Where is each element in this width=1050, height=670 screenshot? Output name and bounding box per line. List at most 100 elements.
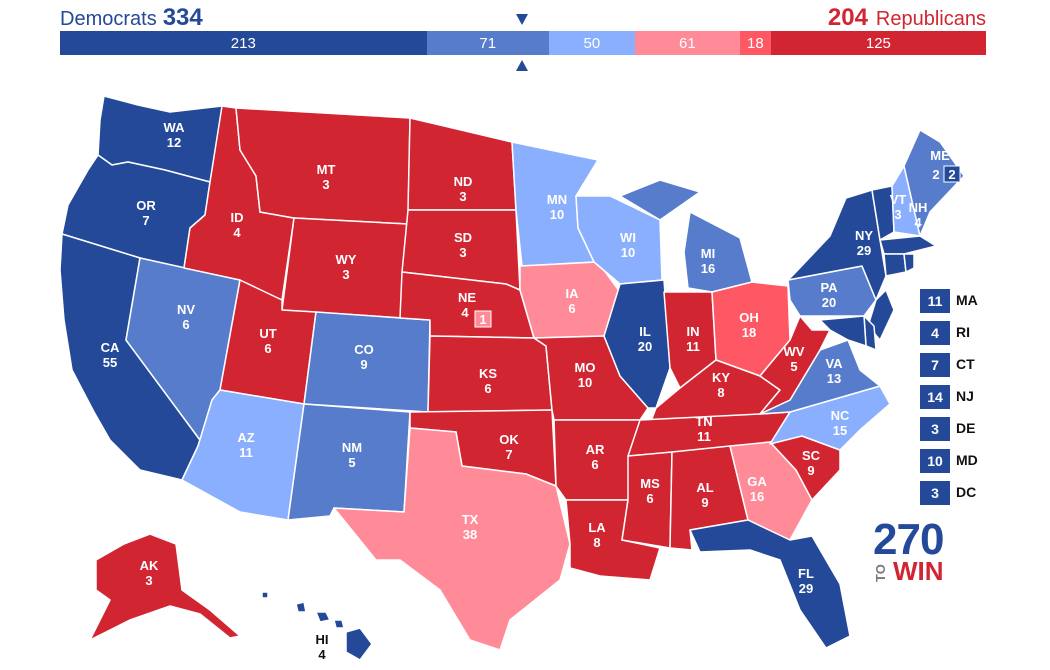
state-tx[interactable] — [333, 427, 571, 651]
state-ev-ks: 6 — [484, 381, 491, 396]
state-label-ky: KY — [712, 370, 730, 385]
state-label-vt: VT — [890, 192, 907, 207]
state-label-or: OR — [136, 198, 156, 213]
small-state-ev: 3 — [920, 481, 950, 505]
bar-segment-value: 50 — [583, 34, 601, 52]
state-label-ia: IA — [566, 286, 580, 301]
republicans-total: 204 Republicans — [828, 4, 986, 32]
state-ev-il: 20 — [638, 339, 652, 354]
state-hi[interactable] — [261, 591, 373, 661]
small-state-ev: 7 — [920, 353, 950, 377]
state-ev-az: 11 — [239, 445, 253, 460]
state-ev-va: 13 — [827, 371, 841, 386]
270-marker-top-icon — [516, 14, 528, 25]
small-state-abbr: NJ — [956, 388, 974, 404]
state-label-tn: TN — [695, 414, 712, 429]
state-label-id: ID — [231, 210, 244, 225]
state-label-ks: KS — [479, 366, 497, 381]
state-ri[interactable] — [903, 253, 915, 273]
state-ev-la: 8 — [593, 535, 600, 550]
state-ev-pa: 20 — [822, 295, 836, 310]
state-label-hi: HI — [316, 632, 329, 647]
bar-segment-value: 125 — [865, 34, 891, 52]
state-label-la: LA — [588, 520, 606, 535]
state-label-ny: NY — [855, 228, 873, 243]
state-ny[interactable] — [787, 189, 887, 301]
state-label-me: ME — [930, 148, 950, 163]
state-label-nc: NC — [831, 408, 850, 423]
state-ev-ca: 55 — [103, 355, 117, 370]
state-ev-ia: 6 — [568, 301, 575, 316]
small-state-ev: 3 — [920, 417, 950, 441]
state-ev-mt: 3 — [322, 177, 329, 192]
small-state-ct[interactable]: 7 CT — [920, 353, 1050, 377]
state-ev-ok: 7 — [505, 447, 512, 462]
me-district-box[interactable] — [943, 165, 961, 183]
state-ev-co: 9 — [360, 357, 367, 372]
state-ev-al: 9 — [701, 495, 708, 510]
small-state-abbr: DE — [956, 420, 976, 436]
state-label-mo: MO — [575, 360, 596, 375]
state-ev-mi: 16 — [701, 261, 715, 276]
state-ms[interactable] — [621, 451, 673, 549]
state-wv[interactable] — [759, 315, 831, 415]
small-state-ma[interactable]: 11 MA — [920, 289, 1050, 313]
state-md[interactable] — [819, 315, 867, 347]
bar-segment: 125 — [770, 31, 986, 55]
state-label-mt: MT — [317, 162, 336, 177]
state-ev-wy: 3 — [342, 267, 349, 282]
state-ev-id: 4 — [233, 225, 241, 240]
small-state-nj[interactable]: 14 NJ — [920, 385, 1050, 409]
state-ct[interactable] — [883, 253, 907, 277]
small-state-md[interactable]: 10 MD — [920, 449, 1050, 473]
small-state-ri[interactable]: 4 RI — [920, 321, 1050, 345]
state-ev-ms: 6 — [646, 491, 653, 506]
state-label-oh: OH — [739, 310, 759, 325]
bar-segment: 50 — [548, 31, 635, 55]
state-label-ut: UT — [259, 326, 276, 341]
state-label-nd: ND — [454, 174, 473, 189]
bar-segment-value: 71 — [479, 34, 497, 52]
logo-win: WIN — [893, 556, 944, 586]
ne-district-value: 1 — [479, 312, 486, 327]
small-state-abbr: DC — [956, 484, 977, 500]
bar-segment: 71 — [426, 31, 549, 55]
state-ev-or: 7 — [142, 213, 149, 228]
state-ev-oh: 18 — [742, 325, 756, 340]
state-ev-nm: 5 — [348, 455, 355, 470]
state-label-nv: NV — [177, 302, 195, 317]
democrats-ev-count: 334 — [162, 4, 203, 31]
state-label-ne: NE — [458, 290, 476, 305]
state-ev-tn: 11 — [697, 429, 711, 444]
state-ak[interactable] — [89, 533, 241, 641]
270-marker-bottom-icon — [516, 60, 528, 71]
state-ev-wa: 12 — [167, 135, 181, 150]
state-label-pa: PA — [820, 280, 838, 295]
small-state-dc[interactable]: 3 DC — [920, 481, 1050, 505]
bar-segment: 213 — [60, 31, 427, 55]
small-state-ev: 14 — [920, 385, 950, 409]
state-label-wv: WV — [784, 344, 805, 359]
state-label-sd: SD — [454, 230, 472, 245]
state-label-mi: MI — [701, 246, 715, 261]
state-fl[interactable] — [689, 519, 851, 649]
democrats-total: Democrats 334 — [60, 4, 203, 32]
small-state-ev: 10 — [920, 449, 950, 473]
state-label-az: AZ — [237, 430, 254, 445]
ne-district-box[interactable] — [474, 310, 492, 328]
bar-segment-value: 18 — [746, 34, 764, 52]
state-ev-nv: 6 — [182, 317, 189, 332]
bar-segment-value: 61 — [679, 34, 696, 52]
state-ma[interactable] — [879, 235, 937, 255]
state-label-wa: WA — [164, 120, 186, 135]
state-ev-ut: 6 — [264, 341, 271, 356]
state-label-fl: FL — [798, 566, 814, 581]
state-ev-ar: 6 — [591, 457, 598, 472]
state-ev-in: 11 — [686, 339, 700, 354]
small-state-de[interactable]: 3 DE — [920, 417, 1050, 441]
bar-segment: 61 — [634, 31, 740, 55]
electoral-vote-bar: 213 71 50 61 18 125 — [60, 31, 986, 55]
state-label-co: CO — [354, 342, 374, 357]
state-ev-ky: 8 — [717, 385, 724, 400]
